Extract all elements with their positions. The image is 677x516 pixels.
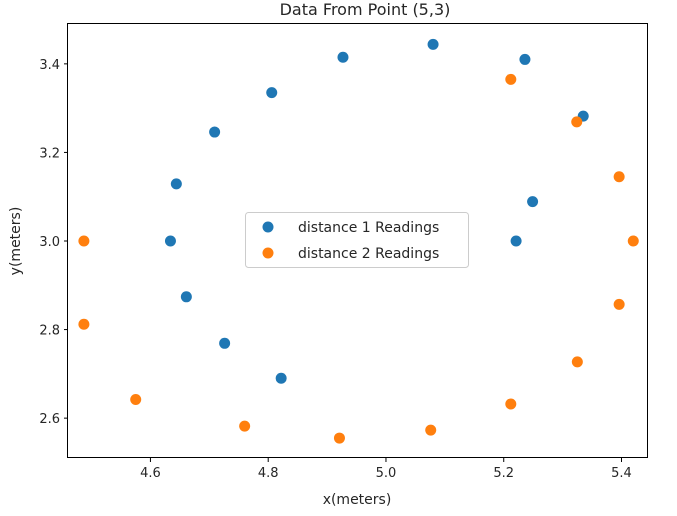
y-tick-label: 3.2	[39, 146, 60, 161]
legend-marker-distance-1	[262, 221, 274, 233]
x-tick-label: 4.6	[140, 466, 161, 481]
chart-title: Data From Point (5,3)	[280, 0, 451, 19]
data-point-distance-1	[170, 178, 182, 190]
y-tick-label: 2.6	[39, 412, 60, 427]
data-point-distance-1	[275, 372, 287, 384]
data-point-distance-1	[427, 38, 439, 50]
x-tick-label: 5.2	[493, 466, 514, 481]
x-axis-label: x(meters)	[323, 492, 392, 508]
data-point-distance-2	[239, 420, 251, 432]
data-point-distance-1	[337, 51, 349, 63]
data-point-distance-2	[571, 356, 583, 368]
data-point-distance-2	[505, 73, 517, 85]
data-point-distance-1	[219, 337, 231, 349]
data-point-distance-2	[613, 171, 625, 183]
legend-label-distance-1: distance 1 Readings	[298, 220, 439, 236]
data-point-distance-2	[505, 398, 517, 410]
data-point-distance-2	[425, 424, 437, 436]
legend-label-distance-2: distance 2 Readings	[298, 246, 439, 262]
x-tick-label: 5.4	[611, 466, 632, 481]
data-point-distance-2	[130, 394, 142, 406]
axis-ticks: 4.6 4.8 5.0 5.2 5.4 2.6 2.8 3.0 3.2 3.4	[39, 58, 632, 481]
legend-box	[245, 212, 469, 268]
y-tick-label: 3.4	[39, 58, 60, 73]
data-point-distance-1	[527, 196, 539, 208]
data-point-distance-2	[333, 432, 345, 444]
data-point-distance-1	[164, 235, 176, 247]
x-tick-label: 4.8	[258, 466, 279, 481]
legend-marker-distance-2	[262, 247, 274, 259]
data-point-distance-2	[613, 298, 625, 310]
data-point-distance-2	[78, 318, 90, 330]
plot-area-frame	[67, 23, 648, 458]
data-points	[78, 38, 639, 444]
data-point-distance-2	[627, 235, 639, 247]
x-tick-label: 5.0	[376, 466, 397, 481]
data-point-distance-1	[519, 53, 531, 65]
data-point-distance-2	[78, 235, 90, 247]
data-point-distance-2	[571, 116, 583, 128]
y-tick-label: 3.0	[39, 235, 60, 250]
legend: distance 1 Readings distance 2 Readings	[245, 212, 469, 268]
data-point-distance-1	[180, 291, 192, 303]
data-point-distance-1	[266, 87, 278, 99]
data-point-distance-1	[209, 126, 221, 138]
y-tick-label: 2.8	[39, 324, 60, 339]
data-point-distance-1	[510, 235, 522, 247]
y-axis-label: y(meters)	[8, 207, 24, 276]
